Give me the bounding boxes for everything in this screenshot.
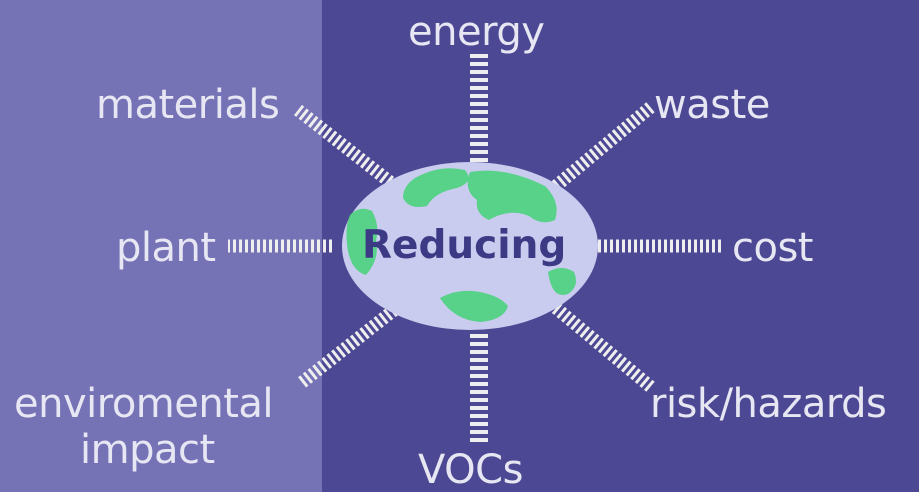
spoke-lines bbox=[228, 52, 722, 446]
spoke-waste bbox=[551, 101, 657, 191]
spoke-label-enviromental: enviromental bbox=[14, 381, 274, 427]
globe-icon bbox=[342, 162, 598, 330]
spoke-label-impact: impact bbox=[80, 427, 215, 473]
spoke-label-plant: plant bbox=[116, 225, 216, 271]
left-panel-background bbox=[0, 0, 322, 492]
globe-land-west bbox=[346, 208, 378, 275]
spoke-risk bbox=[551, 303, 657, 393]
spoke-label-risk-hazards: risk/hazards bbox=[650, 381, 887, 427]
spoke-label-materials: materials bbox=[96, 82, 280, 128]
spoke-label-cost: cost bbox=[732, 225, 814, 271]
globe-land-south bbox=[440, 290, 508, 322]
globe-land-north bbox=[403, 168, 469, 207]
globe-land-east bbox=[467, 170, 557, 223]
spoke-label-waste: waste bbox=[654, 82, 770, 128]
spoke-impact bbox=[295, 304, 399, 390]
spoke-label-energy: energy bbox=[408, 9, 545, 55]
spoke-materials bbox=[293, 104, 395, 188]
center-label: Reducing bbox=[362, 223, 567, 268]
spoke-label-vocs: VOCs bbox=[418, 447, 523, 492]
globe-land-southeast bbox=[548, 268, 576, 296]
